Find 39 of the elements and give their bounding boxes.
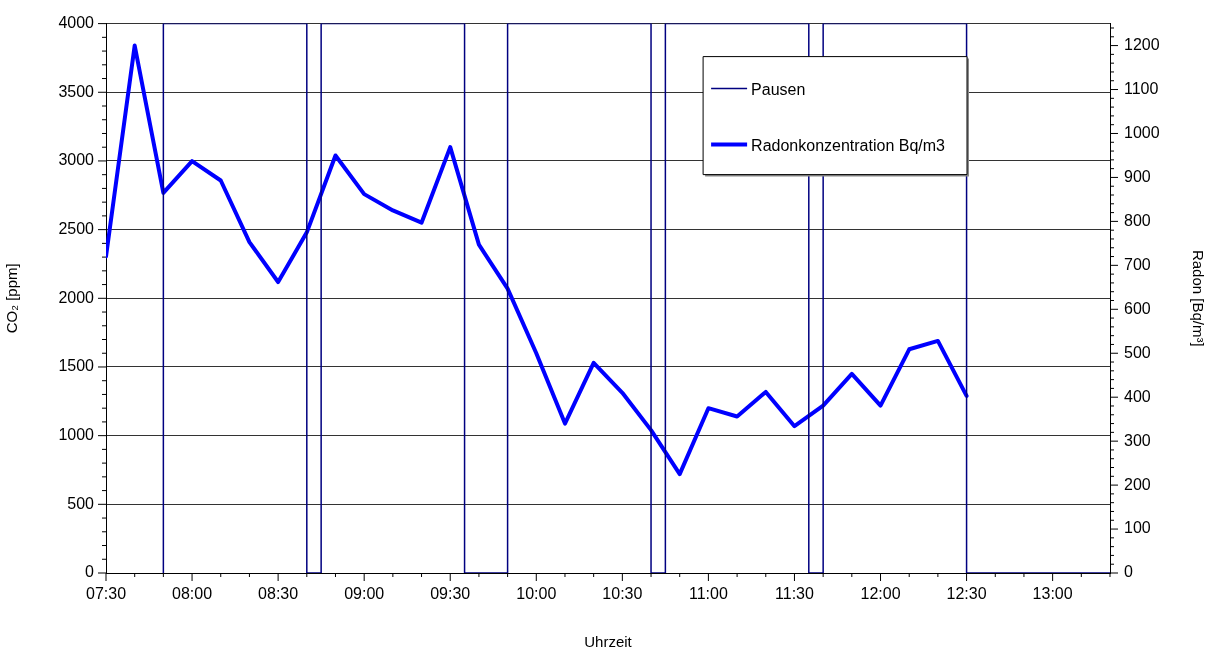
x-tick-label: 10:00 bbox=[516, 585, 557, 603]
x-axis-title: Uhrzeit bbox=[584, 633, 633, 651]
legend-label: Pausen bbox=[751, 81, 806, 99]
y2-tick-label: 500 bbox=[1124, 343, 1151, 361]
x-tick-label: 12:30 bbox=[946, 585, 987, 603]
y2-tick-label: 300 bbox=[1124, 431, 1151, 449]
y2-tick-label: 200 bbox=[1124, 475, 1151, 493]
y-axis-title: CO₂ [ppm] bbox=[3, 263, 21, 334]
x-tick-label: 12:00 bbox=[860, 585, 901, 603]
y2-tick-label: 700 bbox=[1124, 255, 1151, 273]
y2-tick-label: 1200 bbox=[1124, 35, 1160, 53]
y-tick-label: 4000 bbox=[58, 14, 95, 32]
y-tick-label: 3500 bbox=[58, 82, 95, 100]
legend-label: Radonkonzentration Bq/m3 bbox=[751, 137, 946, 155]
x-tick-label: 08:00 bbox=[172, 585, 213, 603]
y2-tick-label: 1100 bbox=[1124, 79, 1159, 97]
y2-tick-label: 1000 bbox=[1124, 123, 1160, 141]
y-tick-label: 2000 bbox=[58, 288, 95, 306]
y2-tick-label: 900 bbox=[1124, 167, 1151, 185]
y2-tick-label: 100 bbox=[1124, 519, 1151, 537]
y-tick-label: 500 bbox=[67, 494, 95, 512]
x-tick-label: 07:30 bbox=[85, 585, 127, 603]
y2-tick-label: 0 bbox=[1124, 563, 1133, 581]
y-tick-label: 1500 bbox=[58, 357, 95, 375]
x-tick-label: 13:00 bbox=[1032, 585, 1073, 603]
y2-tick-label: 800 bbox=[1124, 211, 1151, 229]
x-tick-label: 10:30 bbox=[602, 585, 643, 603]
x-tick-label: 09:00 bbox=[344, 585, 385, 603]
y-tick-label: 3000 bbox=[58, 151, 95, 169]
y-tick-label: 1000 bbox=[58, 426, 95, 444]
y-tick-label: 0 bbox=[85, 563, 95, 581]
y-tick-label: 2500 bbox=[58, 220, 95, 238]
x-tick-label: 08:30 bbox=[258, 585, 299, 603]
x-tick-label: 09:30 bbox=[430, 585, 471, 603]
y2-tick-label: 600 bbox=[1124, 299, 1151, 317]
x-tick-label: 11:30 bbox=[775, 585, 814, 603]
x-tick-label: 11:00 bbox=[688, 585, 728, 603]
y2-tick-label: 400 bbox=[1124, 387, 1151, 405]
y2-axis-title: Radon [Bq/m³] bbox=[1189, 249, 1207, 347]
